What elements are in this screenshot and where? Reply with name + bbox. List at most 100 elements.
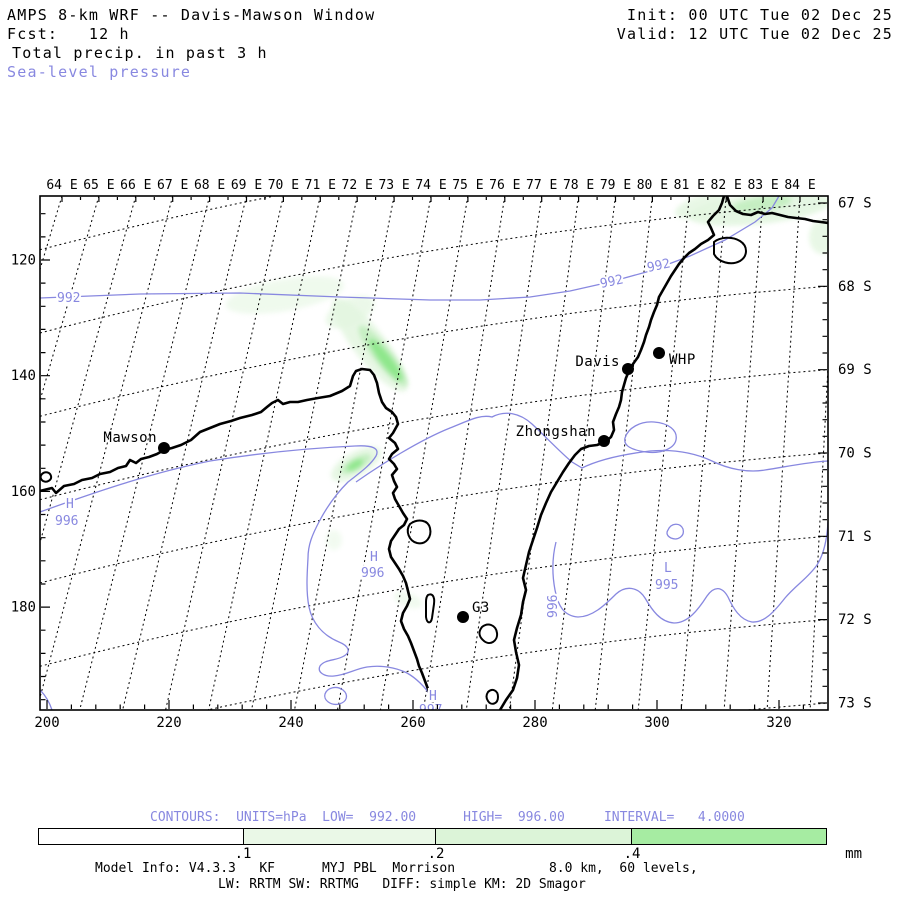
top-axis-label: 77 E <box>526 178 557 193</box>
forecast-hour: Fcst: 12 h <box>7 25 130 43</box>
map-border <box>39 195 829 711</box>
bottom-axis-label: 240 <box>278 715 303 731</box>
colorbar-tick-label: .1 <box>234 846 252 862</box>
coastline <box>40 196 828 710</box>
graticule-meridians <box>40 196 828 710</box>
top-axis-label: 81 E <box>674 178 705 193</box>
station-dot <box>598 435 610 447</box>
left-axis-label: 140 <box>11 368 36 384</box>
right-axis-label: 68 S <box>838 279 872 295</box>
colorbar-tick-label: .4 <box>623 846 641 862</box>
top-axis-label: 74 E <box>415 178 446 193</box>
island-outline <box>406 519 432 545</box>
pressure-label: 992 <box>599 272 625 292</box>
colorbar-segment <box>631 829 827 844</box>
pressure-contours <box>40 196 828 710</box>
colorbar <box>38 828 827 845</box>
pressure-label: 996 <box>55 514 78 529</box>
pressure-label: 996 <box>361 566 384 581</box>
precip-patch <box>326 530 342 550</box>
colorbar-unit: mm <box>845 846 862 862</box>
right-axis-label: 67 S <box>838 196 872 212</box>
top-axis-label: 82 E <box>711 178 742 193</box>
axis-labels: 64 E 65 E 66 E 67 E 68 E 69 E 70 E 71 E 72 E 73 E… <box>11 178 872 731</box>
island-outline <box>485 688 500 705</box>
left-axis-label: 180 <box>11 600 36 616</box>
bottom-axis-label: 260 <box>400 715 425 731</box>
top-axis-label: 68 E <box>194 178 225 193</box>
top-axis-label: 72 E <box>342 178 373 193</box>
pressure-label: 992 <box>57 291 80 306</box>
pressure-contour <box>624 421 677 454</box>
right-axis-label: 71 S <box>838 529 872 545</box>
bottom-axis-label: 220 <box>156 715 181 731</box>
model-info-line1: Model Info: V4.3.3 KF MYJ PBL Morrison 8… <box>95 861 698 876</box>
station-label: Zhongshan <box>516 424 596 440</box>
coastline-segment <box>40 367 437 710</box>
valid-time: Valid: 12 UTC Tue 02 Dec 25 <box>616 25 893 43</box>
pressure-contour <box>552 521 828 624</box>
station-label: Mawson <box>103 430 157 446</box>
top-axis-label: 69 E <box>231 178 262 193</box>
precip-patch <box>347 459 363 471</box>
pressure-label: H <box>66 497 74 512</box>
top-axis-label: 67 E <box>157 178 188 193</box>
colorbar-tick-label: .2 <box>427 846 445 862</box>
bottom-axis-label: 300 <box>644 715 669 731</box>
graticule-parallels <box>40 196 828 710</box>
pressure-contour <box>666 523 684 540</box>
colorbar-segment <box>435 829 632 844</box>
right-axis-label: 73 S <box>838 696 872 712</box>
pressure-label: H <box>429 689 437 704</box>
field-label-precip: Total precip. in past 3 h <box>12 44 268 62</box>
right-axis-label: 70 S <box>838 446 872 462</box>
right-axis-label: 72 S <box>838 612 872 628</box>
left-axis-label: 160 <box>11 484 36 500</box>
pressure-contour <box>355 412 828 483</box>
bottom-axis-label: 320 <box>766 715 791 731</box>
station-dot <box>653 347 665 359</box>
model-info-line2: LW: RRTM SW: RRTMG DIFF: simple KM: 2D S… <box>218 877 586 892</box>
top-axis-label: 84 E <box>784 178 815 193</box>
top-axis-label: 70 E <box>268 178 299 193</box>
top-axis-label: 79 E <box>600 178 631 193</box>
top-axis-label: 76 E <box>489 178 520 193</box>
plot-title: AMPS 8-km WRF -- Davis-Mawson Window <box>7 6 376 24</box>
precip-patch <box>809 220 828 254</box>
top-axis-label: 73 E <box>378 178 409 193</box>
pressure-contour <box>40 445 437 710</box>
pressure-label: 992 <box>646 256 672 276</box>
top-axis-label: 65 E <box>83 178 114 193</box>
bottom-axis-label: 200 <box>34 715 59 731</box>
init-time: Init: 00 UTC Tue 02 Dec 25 <box>627 6 893 24</box>
stations: Mawson Davis WHP Zhongshan G3 <box>103 347 695 623</box>
pressure-label: 996 <box>546 595 561 618</box>
pressure-label: 997 <box>419 703 442 718</box>
pressure-label: L <box>664 561 672 576</box>
pressure-label: 995 <box>655 578 678 593</box>
top-axis-label: 71 E <box>305 178 336 193</box>
pressure-contour <box>40 689 53 710</box>
pressure-contour <box>324 686 348 706</box>
precip-patch <box>369 339 403 381</box>
pressure-contour <box>40 196 780 301</box>
top-axis-label: 80 E <box>637 178 668 193</box>
graticule <box>40 196 828 710</box>
colorbar-segment <box>242 829 436 844</box>
top-axis-label: 78 E <box>563 178 594 193</box>
contour-legend-text: CONTOURS: UNITS=hPa LOW= 992.00 HIGH= 99… <box>150 810 745 825</box>
station-dot <box>158 442 170 454</box>
station-label: WHP <box>669 352 696 368</box>
island-outline <box>40 471 53 483</box>
colorbar-segment <box>39 829 243 844</box>
top-axis-label: 64 E <box>46 178 77 193</box>
precip-patch <box>393 591 423 609</box>
pressure-label: H <box>370 550 378 565</box>
island-outline <box>425 593 436 624</box>
tick-marks <box>41 197 827 709</box>
station-dot <box>622 363 634 375</box>
bottom-axis-label: 280 <box>522 715 547 731</box>
